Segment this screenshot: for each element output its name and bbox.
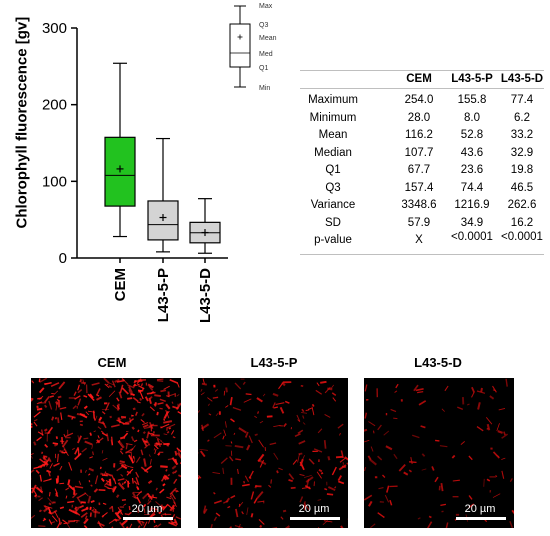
y-tick-label: 0 — [59, 250, 67, 267]
table-cell: 77.4 — [510, 94, 534, 106]
box-plot: 0 100 200 300 CEM L43-5-P L43-5-D Max Q3 Mean Med Q… — [42, 3, 277, 323]
table-rule — [300, 253, 544, 255]
table-row-label: SD — [325, 216, 341, 229]
table-cell: 116.2 — [405, 129, 433, 141]
table-cell: X — [415, 234, 423, 246]
table-cell: 262.6 — [507, 199, 537, 211]
table-cell: 28.0 — [407, 111, 431, 124]
table-cell: 23.6 — [460, 164, 484, 176]
legend-label: Max — [259, 3, 273, 10]
table-cell: <0.0001 — [501, 231, 543, 243]
table-cell: 34.9 — [460, 216, 484, 229]
table-cell: 16.2 — [510, 216, 534, 229]
legend: Max Q3 Mean Med Q1 Min — [229, 3, 277, 92]
table-cell: 46.5 — [510, 181, 534, 194]
scale-bar-label: 20 µm — [131, 503, 163, 515]
table-cell: 8.0 — [464, 111, 480, 124]
y-tick-label: 300 — [42, 20, 67, 37]
table-cell: 6.2 — [514, 111, 530, 124]
scale-bar-label: 20 µm — [298, 503, 330, 515]
table-header-cell: CEM — [406, 73, 432, 85]
legend-label: Q3 — [259, 22, 268, 29]
legend-box — [229, 23, 251, 68]
y-tick-label: 200 — [42, 97, 67, 114]
table-header-cell: L43-5-D — [500, 73, 544, 85]
table-row-label: p-value — [314, 234, 352, 246]
table-row-label: Q1 — [325, 164, 341, 176]
table-cell: 74.4 — [460, 181, 484, 194]
table-cell: 67.7 — [407, 164, 431, 176]
table-cell: <0.0001 — [451, 231, 493, 243]
scale-bar-label: 20 µm — [464, 503, 496, 515]
legend-label: Med — [259, 51, 273, 58]
table-cell: 52.8 — [460, 129, 484, 141]
legend-label: Q1 — [259, 65, 268, 72]
table-cell: 19.8 — [510, 164, 534, 176]
image-title-l43-5-d: L43-5-D — [414, 355, 462, 370]
table-row-label: Maximum — [308, 94, 358, 106]
table-cell: 57.9 — [407, 216, 431, 229]
table-cell: 32.9 — [510, 146, 534, 159]
table-cell: 254.0 — [404, 94, 434, 106]
image-title-cem: CEM — [97, 355, 127, 370]
table-cell: 43.6 — [460, 146, 484, 159]
legend-label: Mean — [259, 35, 277, 42]
table-header-cell: L43-5-P — [451, 73, 493, 85]
y-tick-label: 100 — [42, 173, 67, 190]
table-row-label: Mean — [318, 129, 348, 141]
legend-label: Min — [259, 85, 270, 92]
table-row-label: Variance — [310, 199, 356, 211]
table-cell: 155.8 — [457, 94, 487, 106]
micrograph-l43-5-d: 20 µm — [364, 378, 514, 528]
table-cell: 3348.6 — [401, 199, 437, 211]
table-rule — [300, 88, 544, 89]
table-cell: 107.7 — [404, 146, 434, 159]
image-title-l43-5-p: L43-5-P — [250, 355, 298, 370]
table-row-label: Minimum — [309, 111, 357, 124]
table-cell: 1216.9 — [454, 199, 490, 211]
x-tick-label: CEM — [112, 268, 129, 301]
scale-bar — [123, 517, 173, 520]
scale-bar — [456, 517, 506, 520]
table-row-label: Q3 — [325, 181, 341, 194]
table-cell: 157.4 — [404, 181, 434, 194]
y-axis-label: Chlorophyll fluorescence [gv] — [13, 16, 31, 229]
micrograph-cem: 20 µm — [31, 378, 181, 528]
x-tick-label: L43-5-D — [197, 268, 214, 323]
scale-bar — [290, 517, 340, 520]
table-row-label: Median — [314, 146, 352, 159]
x-tick-label: L43-5-P — [155, 268, 172, 322]
table-rule — [300, 70, 544, 71]
table-cell: 33.2 — [510, 129, 534, 141]
micrograph-l43-5-p: 20 µm — [198, 378, 348, 528]
